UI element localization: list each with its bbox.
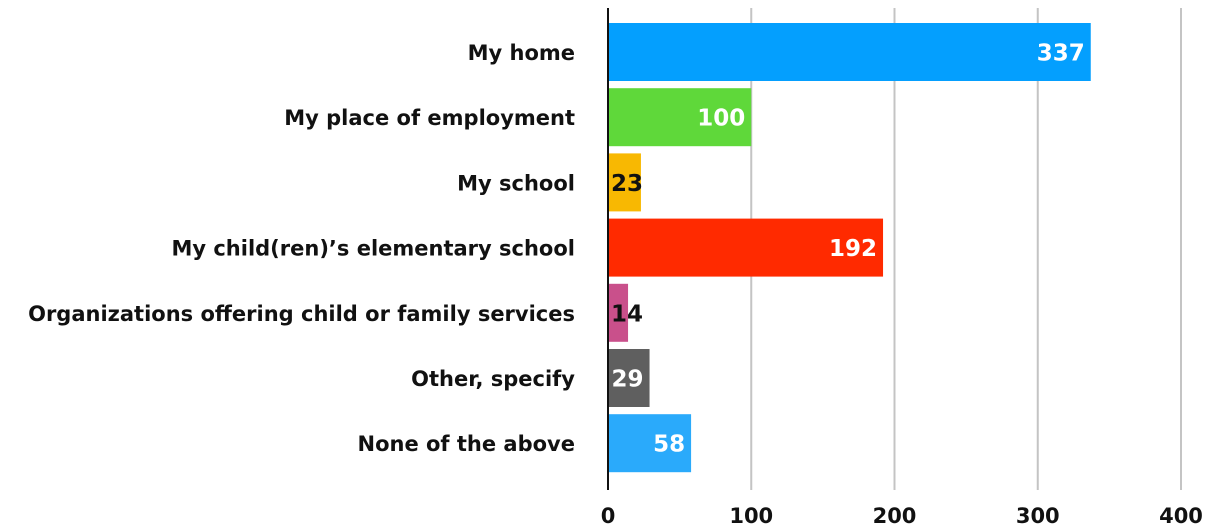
value-label: 192 bbox=[829, 236, 877, 262]
y-tick-label: My school bbox=[457, 171, 575, 195]
y-tick-label: Organizations offering child or family s… bbox=[28, 302, 575, 326]
bar bbox=[608, 23, 1091, 81]
x-tick-label: 100 bbox=[729, 504, 773, 528]
bar bbox=[608, 414, 692, 473]
x-tick-label: 200 bbox=[873, 504, 917, 528]
value-label: 29 bbox=[612, 367, 644, 393]
x-tick-label: 400 bbox=[1159, 504, 1203, 528]
value-label: 100 bbox=[697, 106, 745, 132]
x-tick-label: 0 bbox=[601, 504, 616, 528]
value-label: 337 bbox=[1037, 41, 1085, 67]
y-tick-label: My child(ren)’s elementary school bbox=[171, 237, 575, 261]
y-tick-label: None of the above bbox=[358, 432, 576, 456]
y-tick-label: My home bbox=[468, 41, 575, 65]
y-tick-label: Other, specify bbox=[411, 367, 575, 391]
bar bbox=[608, 218, 884, 277]
y-tick-label: My place of employment bbox=[284, 106, 575, 130]
bar bbox=[608, 349, 650, 407]
bar bbox=[608, 153, 641, 212]
value-label: 14 bbox=[611, 301, 643, 327]
bar bbox=[608, 88, 752, 147]
value-label: 23 bbox=[611, 171, 643, 197]
value-label: 58 bbox=[653, 432, 685, 458]
x-tick-label: 300 bbox=[1016, 504, 1060, 528]
bar bbox=[608, 283, 629, 342]
